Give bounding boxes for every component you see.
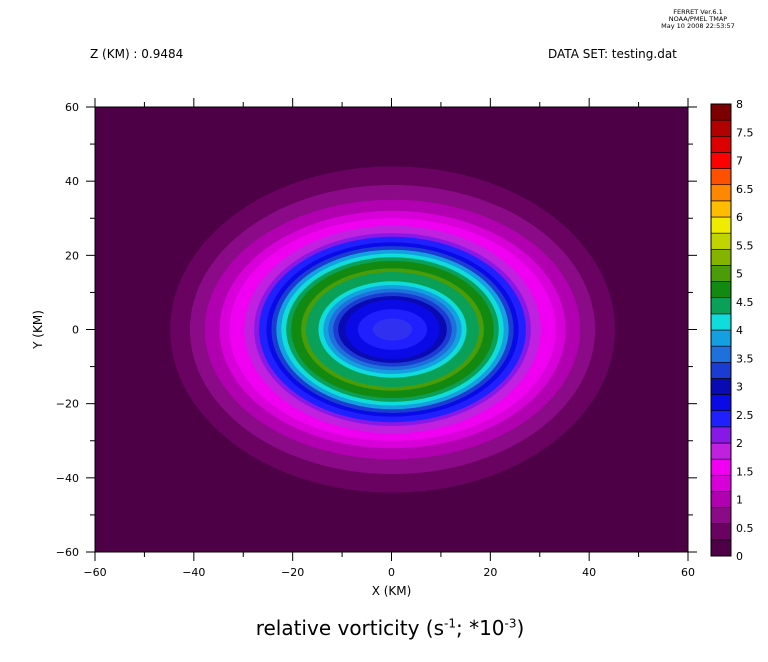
colorbar-band bbox=[710, 281, 732, 299]
colorbar-label: 4.5 bbox=[736, 296, 754, 309]
title-part-2: ; *10 bbox=[455, 616, 505, 640]
colorbar-label: 7 bbox=[736, 155, 743, 168]
colorbar-band bbox=[710, 313, 732, 331]
dataset-label: DATA SET: testing.dat bbox=[548, 47, 677, 61]
y-tick-label: −40 bbox=[56, 472, 79, 485]
colorbar-label: 5 bbox=[736, 268, 743, 281]
title-part-1: relative vorticity (s bbox=[255, 616, 444, 640]
x-tick-label: −60 bbox=[83, 566, 106, 579]
colorbar-label: 2 bbox=[736, 437, 743, 450]
y-tick-label: 60 bbox=[65, 101, 79, 114]
colorbar-band bbox=[710, 539, 732, 557]
colorbar-band bbox=[710, 297, 732, 315]
colorbar-label: 3 bbox=[736, 381, 743, 394]
x-tick-label: 60 bbox=[681, 566, 695, 579]
title-sup-1: -1 bbox=[444, 616, 456, 631]
colorbar-band bbox=[710, 410, 732, 428]
colorbar-label: 8 bbox=[736, 98, 743, 111]
colorbar-label: 5.5 bbox=[736, 239, 754, 252]
y-tick-label: −20 bbox=[56, 398, 79, 411]
colorbar-frame bbox=[710, 103, 732, 557]
colorbar-label: 1.5 bbox=[736, 465, 754, 478]
axes: −60 −40 −20 0 20 40 60 60 40 20 0 −20 −40 −60 X (KM) Y … bbox=[31, 98, 697, 598]
colorbar-label: 2.5 bbox=[736, 409, 754, 422]
colorbar-label: 6.5 bbox=[736, 183, 754, 196]
colorbar-band bbox=[710, 200, 732, 218]
colorbar-label: 0 bbox=[736, 550, 743, 563]
ferret-date: May 10 2008 22:53:57 bbox=[661, 22, 735, 30]
colorbar-band bbox=[710, 378, 732, 395]
colorbar-label: 7.5 bbox=[736, 126, 754, 139]
y-tick-label: 40 bbox=[65, 175, 79, 188]
title-part-3: ) bbox=[516, 616, 525, 640]
colorbar-band bbox=[710, 507, 732, 525]
contour-field bbox=[95, 107, 688, 552]
colorbar-band bbox=[710, 442, 732, 460]
ferret-version: FERRET Ver.6.1 bbox=[673, 8, 723, 16]
colorbar-band bbox=[710, 216, 732, 234]
colorbar-label: 0.5 bbox=[736, 522, 754, 535]
colorbar-label: 4 bbox=[736, 324, 743, 337]
y-tick-label: 20 bbox=[65, 249, 79, 262]
colorbar-label: 3.5 bbox=[736, 352, 754, 365]
colorbar-band bbox=[710, 394, 732, 412]
chart-title: relative vorticity (s-1; *10-3) bbox=[150, 616, 630, 640]
colorbar-band bbox=[710, 329, 732, 347]
colorbar-band bbox=[710, 232, 732, 250]
ferret-stamp: FERRET Ver.6.1 NOAA/PMEL TMAP May 10 200… bbox=[648, 9, 748, 30]
x-tick-label: 0 bbox=[388, 566, 395, 579]
x-tick-label: −40 bbox=[182, 566, 205, 579]
colorbar-band bbox=[710, 523, 732, 541]
colorbar-band bbox=[710, 345, 732, 363]
x-axis-label: X (KM) bbox=[372, 584, 412, 598]
contour-band-23 bbox=[372, 318, 413, 341]
colorbar-label: 1 bbox=[736, 494, 743, 507]
x-tick-label: −20 bbox=[281, 566, 304, 579]
x-tick-label: 40 bbox=[582, 566, 596, 579]
colorbar-label: 6 bbox=[736, 211, 743, 224]
y-tick-label: −60 bbox=[56, 546, 79, 559]
colorbar-band bbox=[710, 103, 732, 121]
colorbar-band bbox=[710, 474, 732, 492]
colorbar: 0 0.5 1 1.5 2 2.5 3 3.5 4 4.5 5 5.5 6 6.5 7 7.5 8 bbox=[710, 98, 754, 563]
colorbar-band bbox=[710, 265, 732, 282]
colorbar-band bbox=[710, 184, 732, 202]
colorbar-band bbox=[710, 135, 732, 153]
y-tick-label: 0 bbox=[72, 324, 79, 337]
x-tick-label: 20 bbox=[483, 566, 497, 579]
colorbar-band bbox=[710, 426, 732, 444]
colorbar-band bbox=[710, 491, 732, 508]
colorbar-band bbox=[710, 361, 732, 379]
colorbar-band bbox=[710, 458, 732, 476]
z-level-label: Z (KM) : 0.9484 bbox=[90, 47, 184, 61]
colorbar-band bbox=[710, 152, 732, 169]
ferret-org: NOAA/PMEL TMAP bbox=[668, 15, 728, 23]
title-sup-2: -3 bbox=[504, 616, 517, 631]
colorbar-band bbox=[710, 168, 732, 186]
y-axis-label: Y (KM) bbox=[31, 310, 45, 350]
colorbar-band bbox=[710, 119, 732, 137]
colorbar-band bbox=[710, 248, 732, 266]
